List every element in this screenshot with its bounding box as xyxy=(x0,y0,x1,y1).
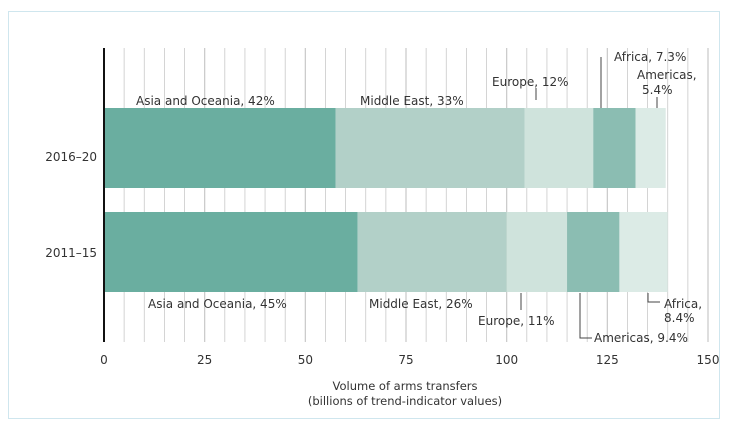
x-tick-label: 100 xyxy=(495,353,518,367)
bar-segment-asia-and-oceania xyxy=(104,212,358,292)
annotation-mideast-top: Middle East, 33% xyxy=(360,94,464,108)
annotation-mideast-bottom: Middle East, 26% xyxy=(369,297,473,311)
x-tick-label: 75 xyxy=(398,353,413,367)
annotation-americas-bottom: Americas, 9.4% xyxy=(594,331,688,345)
annotation-asia-bottom: Asia and Oceania, 45% xyxy=(148,297,287,311)
x-tick-label: 0 xyxy=(100,353,108,367)
annotation-americas-top-pct: 5.4% xyxy=(642,83,673,97)
x-tick-labels: 0 25 50 75 100 125 150 xyxy=(100,353,719,367)
bar-segment-americas xyxy=(619,212,668,292)
x-axis-title: Volume of arms transfers xyxy=(333,379,478,393)
y-tick-label: 2016–20 xyxy=(45,150,97,164)
x-tick-label: 150 xyxy=(697,353,720,367)
x-axis-subtitle: (billions of trend-indicator values) xyxy=(308,394,502,408)
x-tick-label: 125 xyxy=(596,353,619,367)
annotation-leaders xyxy=(520,57,660,339)
chart-frame xyxy=(8,11,720,419)
bar-segment-europe xyxy=(506,212,568,292)
bars xyxy=(104,108,668,292)
bar-segment-middle-east xyxy=(335,108,525,188)
annotation-africa-bottom-pct: 8.4% xyxy=(664,311,695,325)
bar-segment-asia-and-oceania xyxy=(104,108,336,188)
annotation-americas-top: Americas, xyxy=(637,68,697,82)
bar-segment-middle-east xyxy=(357,212,507,292)
annotation-africa-bottom: Africa, xyxy=(664,297,702,311)
x-tick-label: 50 xyxy=(298,353,313,367)
bar-segment-americas xyxy=(635,108,666,188)
grid-lines xyxy=(123,48,709,342)
bar-segment-europe xyxy=(524,108,594,188)
bar-segment-africa xyxy=(567,212,620,292)
annotation-africa-top: Africa, 7.3% xyxy=(614,50,686,64)
leader-americas-bottom xyxy=(579,293,592,339)
bar-segment-africa xyxy=(593,108,636,188)
leader-africa-bottom xyxy=(647,293,660,303)
annotation-asia-top: Asia and Oceania, 42% xyxy=(136,94,275,108)
y-tick-label: 2011–15 xyxy=(45,246,97,260)
annotation-europe-top: Europe, 12% xyxy=(492,75,569,89)
x-tick-label: 25 xyxy=(197,353,212,367)
annotation-europe-bottom: Europe, 11% xyxy=(478,314,555,328)
